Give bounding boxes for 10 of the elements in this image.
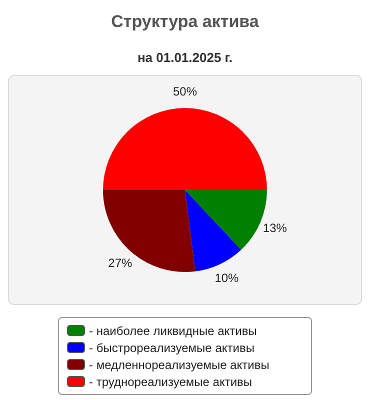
data-label: 10% xyxy=(214,270,240,285)
data-label: 13% xyxy=(262,221,288,236)
legend-label: - наиболее ликвидные активы xyxy=(89,324,257,338)
legend-label: - труднореализуемые активы xyxy=(89,374,252,388)
chart-title: Структура актива xyxy=(110,11,260,32)
legend-label: - медленнореализуемые активы xyxy=(89,358,270,372)
data-label: 50% xyxy=(172,84,198,98)
data-label: 27% xyxy=(108,256,133,270)
chart-subtitle: на 01.01.2025 г. xyxy=(136,50,234,65)
legend-label: - быстрореализуемые активы xyxy=(89,340,254,354)
